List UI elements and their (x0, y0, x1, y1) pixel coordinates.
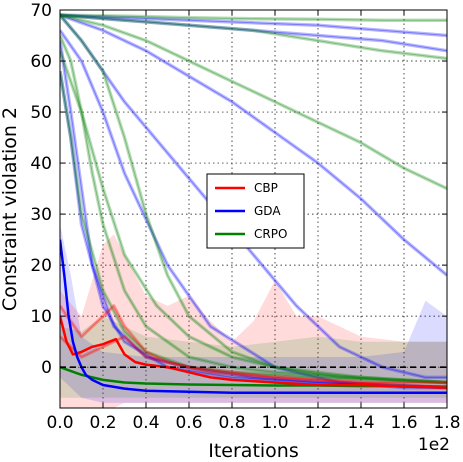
run-gda (60, 13, 447, 38)
plot-frame (59, 9, 448, 409)
legend: CBP GDA CRPO (206, 173, 305, 249)
run-crpo (60, 13, 447, 385)
run-crpo (60, 70, 447, 385)
mean-lines (60, 239, 447, 394)
x-tick-label: 1.0 (261, 413, 288, 433)
y-tick-label: 40 (30, 154, 52, 174)
legend-label-gda: GDA (254, 204, 281, 218)
run-crpo (60, 34, 447, 385)
y-tick-label: 10 (30, 307, 52, 327)
y-tick-label: 70 (30, 1, 52, 21)
y-tick-label: 50 (30, 103, 52, 123)
band-gda (60, 224, 447, 403)
run-gda (60, 40, 447, 390)
run-core-gda (60, 14, 447, 36)
run-core-gda (60, 14, 447, 52)
shaded-bands (60, 224, 447, 408)
run-gda (60, 13, 447, 53)
x-axis-label: Iterations (208, 440, 299, 462)
run-core-crpo (60, 14, 447, 383)
band-crpo (60, 316, 447, 398)
series-line-gda (60, 239, 447, 394)
y-tick-label: 0 (41, 358, 52, 378)
x-tick-label: 1.6 (390, 413, 417, 433)
run-core-crpo (60, 14, 447, 59)
legend-label-crpo: CRPO (254, 227, 287, 241)
series-line-cbp (60, 315, 447, 389)
run-core-gda (60, 40, 447, 389)
x-axis-multiplier: 1e2 (418, 435, 450, 455)
run-crpo (60, 13, 447, 22)
axis-ticks: 0.0 0.2 0.4 0.6 0.8 1.0 1.2 1.4 1.6 1.8 0 10 20 30 40 5… (30, 1, 460, 433)
run-crpo (60, 13, 447, 191)
y-tick-label: 30 (30, 205, 52, 225)
x-tick-label: 0.8 (218, 413, 245, 433)
run-core-crpo (60, 71, 447, 383)
x-tick-label: 0.0 (46, 413, 73, 433)
run-core-cbp (60, 336, 447, 389)
x-tick-label: 1.4 (347, 413, 374, 433)
run-crpo (60, 50, 447, 385)
run-core-gda (60, 14, 447, 276)
run-gda (60, 70, 447, 390)
x-tick-label: 0.2 (89, 413, 116, 433)
legend-label-cbp: CBP (254, 181, 278, 195)
run-core-gda (60, 71, 447, 389)
run-gda (60, 13, 447, 277)
band-cbp (60, 234, 447, 408)
x-tick-label: 1.2 (304, 413, 331, 433)
y-axis-label: Constraint violation 2 (0, 107, 21, 311)
y-tick-label: 20 (30, 256, 52, 276)
run-core-crpo (60, 14, 447, 190)
run-cbp (60, 304, 447, 385)
run-crpo (60, 13, 447, 61)
x-tick-label: 0.6 (175, 413, 202, 433)
run-cbp (60, 334, 447, 390)
y-tick-label: 60 (30, 52, 52, 72)
x-tick-label: 0.4 (132, 413, 159, 433)
x-tick-label: 1.8 (433, 413, 460, 433)
run-core-cbp (60, 305, 447, 383)
run-core-crpo (60, 50, 447, 383)
run-core-crpo (60, 35, 447, 383)
run-core-crpo (60, 14, 447, 21)
